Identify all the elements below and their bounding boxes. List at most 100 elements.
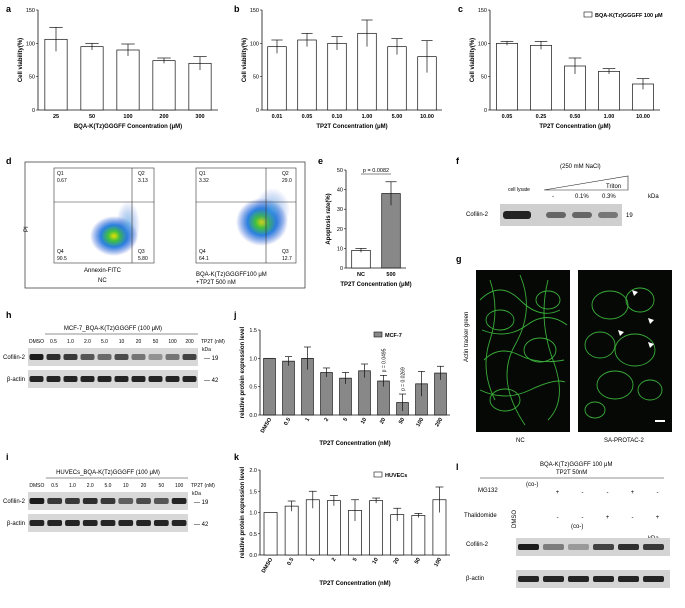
chart-b: 0 50 100 150 0.01 0.05 0.10 1.00 5.00 10.00 TP2T C… <box>242 8 442 130</box>
blot-l-th-sign: - <box>632 515 634 521</box>
blot-f-marker: 19 <box>626 213 633 219</box>
blot-l-co1: (co-) <box>526 482 538 488</box>
x-tick-label: 200 <box>159 114 168 120</box>
blot-l-thalidomide: Thalidomide <box>464 513 497 519</box>
blot-l-band <box>568 544 589 550</box>
blot-l-band <box>593 544 614 550</box>
x-axis-label: TP2T Concentration (μM) <box>340 282 411 288</box>
blot-f-header: (250 mM NaCl) <box>560 164 601 170</box>
blot-l-mg132: MG132 <box>478 488 498 494</box>
blot-lane-label: 50 <box>159 483 165 489</box>
blot-l-th-sign: - <box>582 515 584 521</box>
x-tick-label: 10.00 <box>636 114 650 120</box>
x-tick-label: 10.00 <box>420 114 434 120</box>
blot-row-label: β-actin <box>7 521 25 527</box>
blot-l-mg-sign: - <box>607 490 609 496</box>
bar-2 <box>320 372 333 416</box>
legend-label: MCF-7 <box>385 333 402 339</box>
blot-lane-label: DMSO <box>29 483 44 489</box>
blot-lane-label: 100 <box>168 339 177 345</box>
y-tick-label: 100 <box>26 41 35 47</box>
x-tick-label: 1.00 <box>362 114 373 120</box>
y-tick-label: 0 <box>340 266 343 272</box>
flow-right-scatter <box>254 188 290 232</box>
panel-label-i: i <box>6 452 9 462</box>
x-tick-label: 0.50 <box>570 114 581 120</box>
blot-band <box>100 498 116 504</box>
y-tick-label: 20 <box>337 227 343 233</box>
flow-right-q4: Q4 <box>199 249 206 255</box>
x-tick-label: 5 <box>343 417 350 423</box>
blot-band <box>97 354 112 360</box>
micro-left-caption: NC <box>516 438 525 444</box>
blot-l-band <box>618 544 639 550</box>
flow-left-q2: Q2 <box>138 171 145 177</box>
blot-l-band <box>618 576 639 582</box>
x-tick-label: 500 <box>386 272 395 278</box>
x-axis-label: TP2T Concentration (nM) <box>319 581 390 587</box>
blot-band <box>63 354 78 360</box>
panel-label-k: k <box>234 452 240 462</box>
micro-scalebar <box>655 420 665 422</box>
blot-band <box>165 376 180 382</box>
blot-l-th-sign: + <box>656 515 660 521</box>
blot-band <box>100 520 116 526</box>
legend-swatch <box>373 331 383 338</box>
bar-200 <box>152 60 176 111</box>
bar-100 <box>116 49 140 111</box>
y-tick-label: 150 <box>250 8 259 14</box>
bar-0.25 <box>530 44 552 111</box>
blot-f-band-1 <box>546 212 566 218</box>
y-tick-label: 0.5 <box>249 532 257 538</box>
flow-right-q3v: 12.7 <box>282 256 292 262</box>
y-axis-label: relative protein expression level <box>240 326 246 418</box>
blot-marker: — 19 <box>194 500 209 506</box>
x-tick-label: 2 <box>331 557 338 563</box>
x-tick-label: 20 <box>379 417 387 425</box>
bar-300 <box>188 62 212 111</box>
blot-band <box>80 376 95 382</box>
blot-band <box>153 520 169 526</box>
flow-left-scatter <box>116 201 140 249</box>
blot-marker: — 19 <box>204 356 219 362</box>
blot-band <box>153 498 169 504</box>
blot-title: HUVECs_BQA-K(Tz)GGGFF (100 μM) <box>56 470 160 476</box>
blot-band <box>182 354 197 360</box>
panel-label-f: f <box>456 156 460 166</box>
blot-lane-label: 0.5 <box>51 483 58 489</box>
x-tick-label: 300 <box>195 114 204 120</box>
flow-right-caption2: +TP2T 500 nM <box>196 280 236 286</box>
blot-band <box>65 520 80 526</box>
blot-lane-label: 1.0 <box>67 339 74 345</box>
x-tick-label: 0.25 <box>536 114 547 120</box>
bar-DMSO <box>263 512 278 556</box>
bar-0.05 <box>496 42 518 111</box>
y-tick-label: 150 <box>26 8 35 14</box>
blot-membrane <box>28 348 198 366</box>
blot-band <box>114 376 129 382</box>
blot-f-col-1: - <box>552 194 554 200</box>
blot-l-title2: TP2T 50nM <box>556 470 587 476</box>
blot-f-col-2: 0.1% <box>575 194 589 200</box>
blot-l-title: BQA-K(Tz)GGGFF 100 μM <box>540 462 612 468</box>
y-tick-label: 50 <box>253 75 259 81</box>
blot-band <box>131 354 146 360</box>
blot-band <box>46 376 61 382</box>
x-tick-label: 1 <box>310 557 317 563</box>
flow-right-q2: Q2 <box>282 171 289 177</box>
blot-lane-label: 20 <box>141 483 147 489</box>
blot-band <box>131 376 146 382</box>
p-value: p = 0.0082 <box>363 168 389 174</box>
flow-plot-right: Q1 3.32 Q2 29.0 Q4 64.1 Q3 12.7 BQA-K(Tz… <box>195 167 297 286</box>
bar-50 <box>411 515 426 556</box>
bar-10 <box>369 500 384 556</box>
x-tick-label: 50 <box>398 417 406 425</box>
blot-l-mg-sign: - <box>582 490 584 496</box>
x-tick-label: 0.10 <box>332 114 343 120</box>
blot-lane-label: 100 <box>175 483 184 489</box>
blot-band <box>165 354 180 360</box>
blot-band <box>29 520 45 526</box>
blot-band <box>47 498 63 504</box>
blot-band <box>171 498 187 504</box>
panel-label-a: a <box>6 4 12 14</box>
